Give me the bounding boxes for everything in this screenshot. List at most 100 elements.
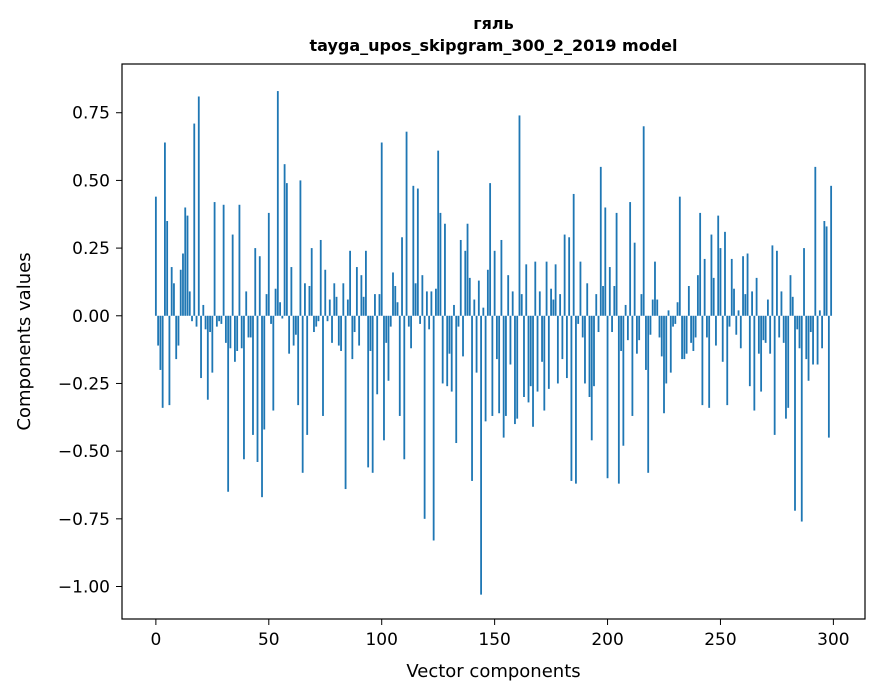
bar — [188, 291, 191, 316]
bar — [771, 245, 774, 316]
bar — [227, 315, 230, 492]
bar — [572, 193, 575, 316]
bar — [565, 315, 568, 379]
bar — [805, 315, 808, 360]
bar — [692, 315, 695, 351]
bar — [649, 315, 652, 335]
bar — [432, 315, 435, 541]
bar — [640, 294, 643, 316]
bar — [448, 315, 451, 354]
bar — [545, 261, 548, 316]
bar — [687, 286, 690, 316]
bar — [360, 275, 363, 316]
bar — [365, 250, 367, 316]
x-tick-label: 300 — [817, 630, 849, 650]
bar — [412, 185, 415, 316]
bar — [324, 269, 327, 316]
bar — [491, 315, 494, 416]
bar — [473, 299, 476, 316]
bar — [674, 315, 677, 324]
bar — [258, 256, 261, 316]
bar — [586, 283, 589, 316]
bar — [647, 315, 650, 473]
bar — [204, 315, 207, 330]
bar — [369, 315, 372, 351]
bar — [706, 315, 708, 338]
bar — [642, 126, 645, 316]
bar — [633, 242, 636, 316]
bar — [757, 315, 760, 354]
bar — [270, 315, 272, 324]
bar — [830, 185, 833, 316]
bar — [261, 315, 263, 498]
bar — [563, 234, 566, 316]
bar — [437, 150, 440, 316]
bar — [631, 315, 634, 416]
bar — [500, 239, 503, 316]
bar — [507, 275, 510, 316]
bar — [164, 142, 166, 316]
bar — [626, 315, 629, 341]
bar — [602, 286, 604, 316]
bar — [335, 296, 338, 316]
bar — [550, 288, 552, 316]
bar — [157, 315, 160, 346]
bar — [529, 315, 532, 387]
bar — [444, 223, 446, 316]
bar — [818, 310, 821, 316]
bar — [179, 269, 182, 316]
bar — [197, 96, 200, 316]
bar — [299, 180, 302, 316]
x-axis-ticks: 0 50 100 150 200 250 300 — [150, 619, 850, 650]
bar — [380, 142, 383, 316]
bar — [710, 234, 713, 316]
x-tick-label: 50 — [258, 630, 280, 650]
bar — [511, 291, 514, 316]
bar — [475, 315, 478, 373]
bar — [351, 315, 354, 360]
bar — [613, 286, 616, 316]
bar — [534, 261, 537, 316]
y-tick-label: 0.75 — [72, 104, 110, 124]
bar — [256, 315, 259, 462]
bar — [222, 204, 225, 316]
bar — [394, 286, 397, 316]
bar — [263, 315, 266, 430]
bar — [175, 315, 178, 360]
bar — [690, 315, 693, 343]
bar — [186, 215, 189, 316]
bar — [362, 296, 365, 316]
bar — [685, 315, 688, 354]
bar — [554, 264, 557, 316]
bar — [665, 315, 668, 384]
bar — [193, 123, 196, 316]
bar — [471, 315, 473, 481]
bar — [274, 288, 277, 316]
bar — [213, 202, 216, 316]
bar — [798, 315, 801, 349]
bar — [423, 315, 426, 519]
bar — [419, 315, 422, 324]
bar — [317, 315, 320, 322]
bar — [482, 307, 485, 316]
bar — [751, 291, 753, 316]
bar — [378, 294, 381, 316]
bar — [326, 315, 329, 322]
bar — [281, 315, 284, 319]
bar — [561, 315, 564, 360]
bar — [495, 315, 498, 360]
bar — [791, 296, 794, 316]
bar — [304, 283, 306, 316]
bar — [547, 315, 550, 389]
bar — [265, 294, 268, 316]
bar — [209, 315, 211, 333]
bar — [552, 299, 555, 316]
bar — [238, 204, 241, 316]
bar — [514, 315, 516, 425]
bar — [276, 91, 279, 316]
bar — [173, 283, 175, 316]
bar — [396, 302, 399, 316]
bar — [288, 315, 291, 354]
bar — [220, 315, 223, 324]
bar — [827, 315, 830, 438]
